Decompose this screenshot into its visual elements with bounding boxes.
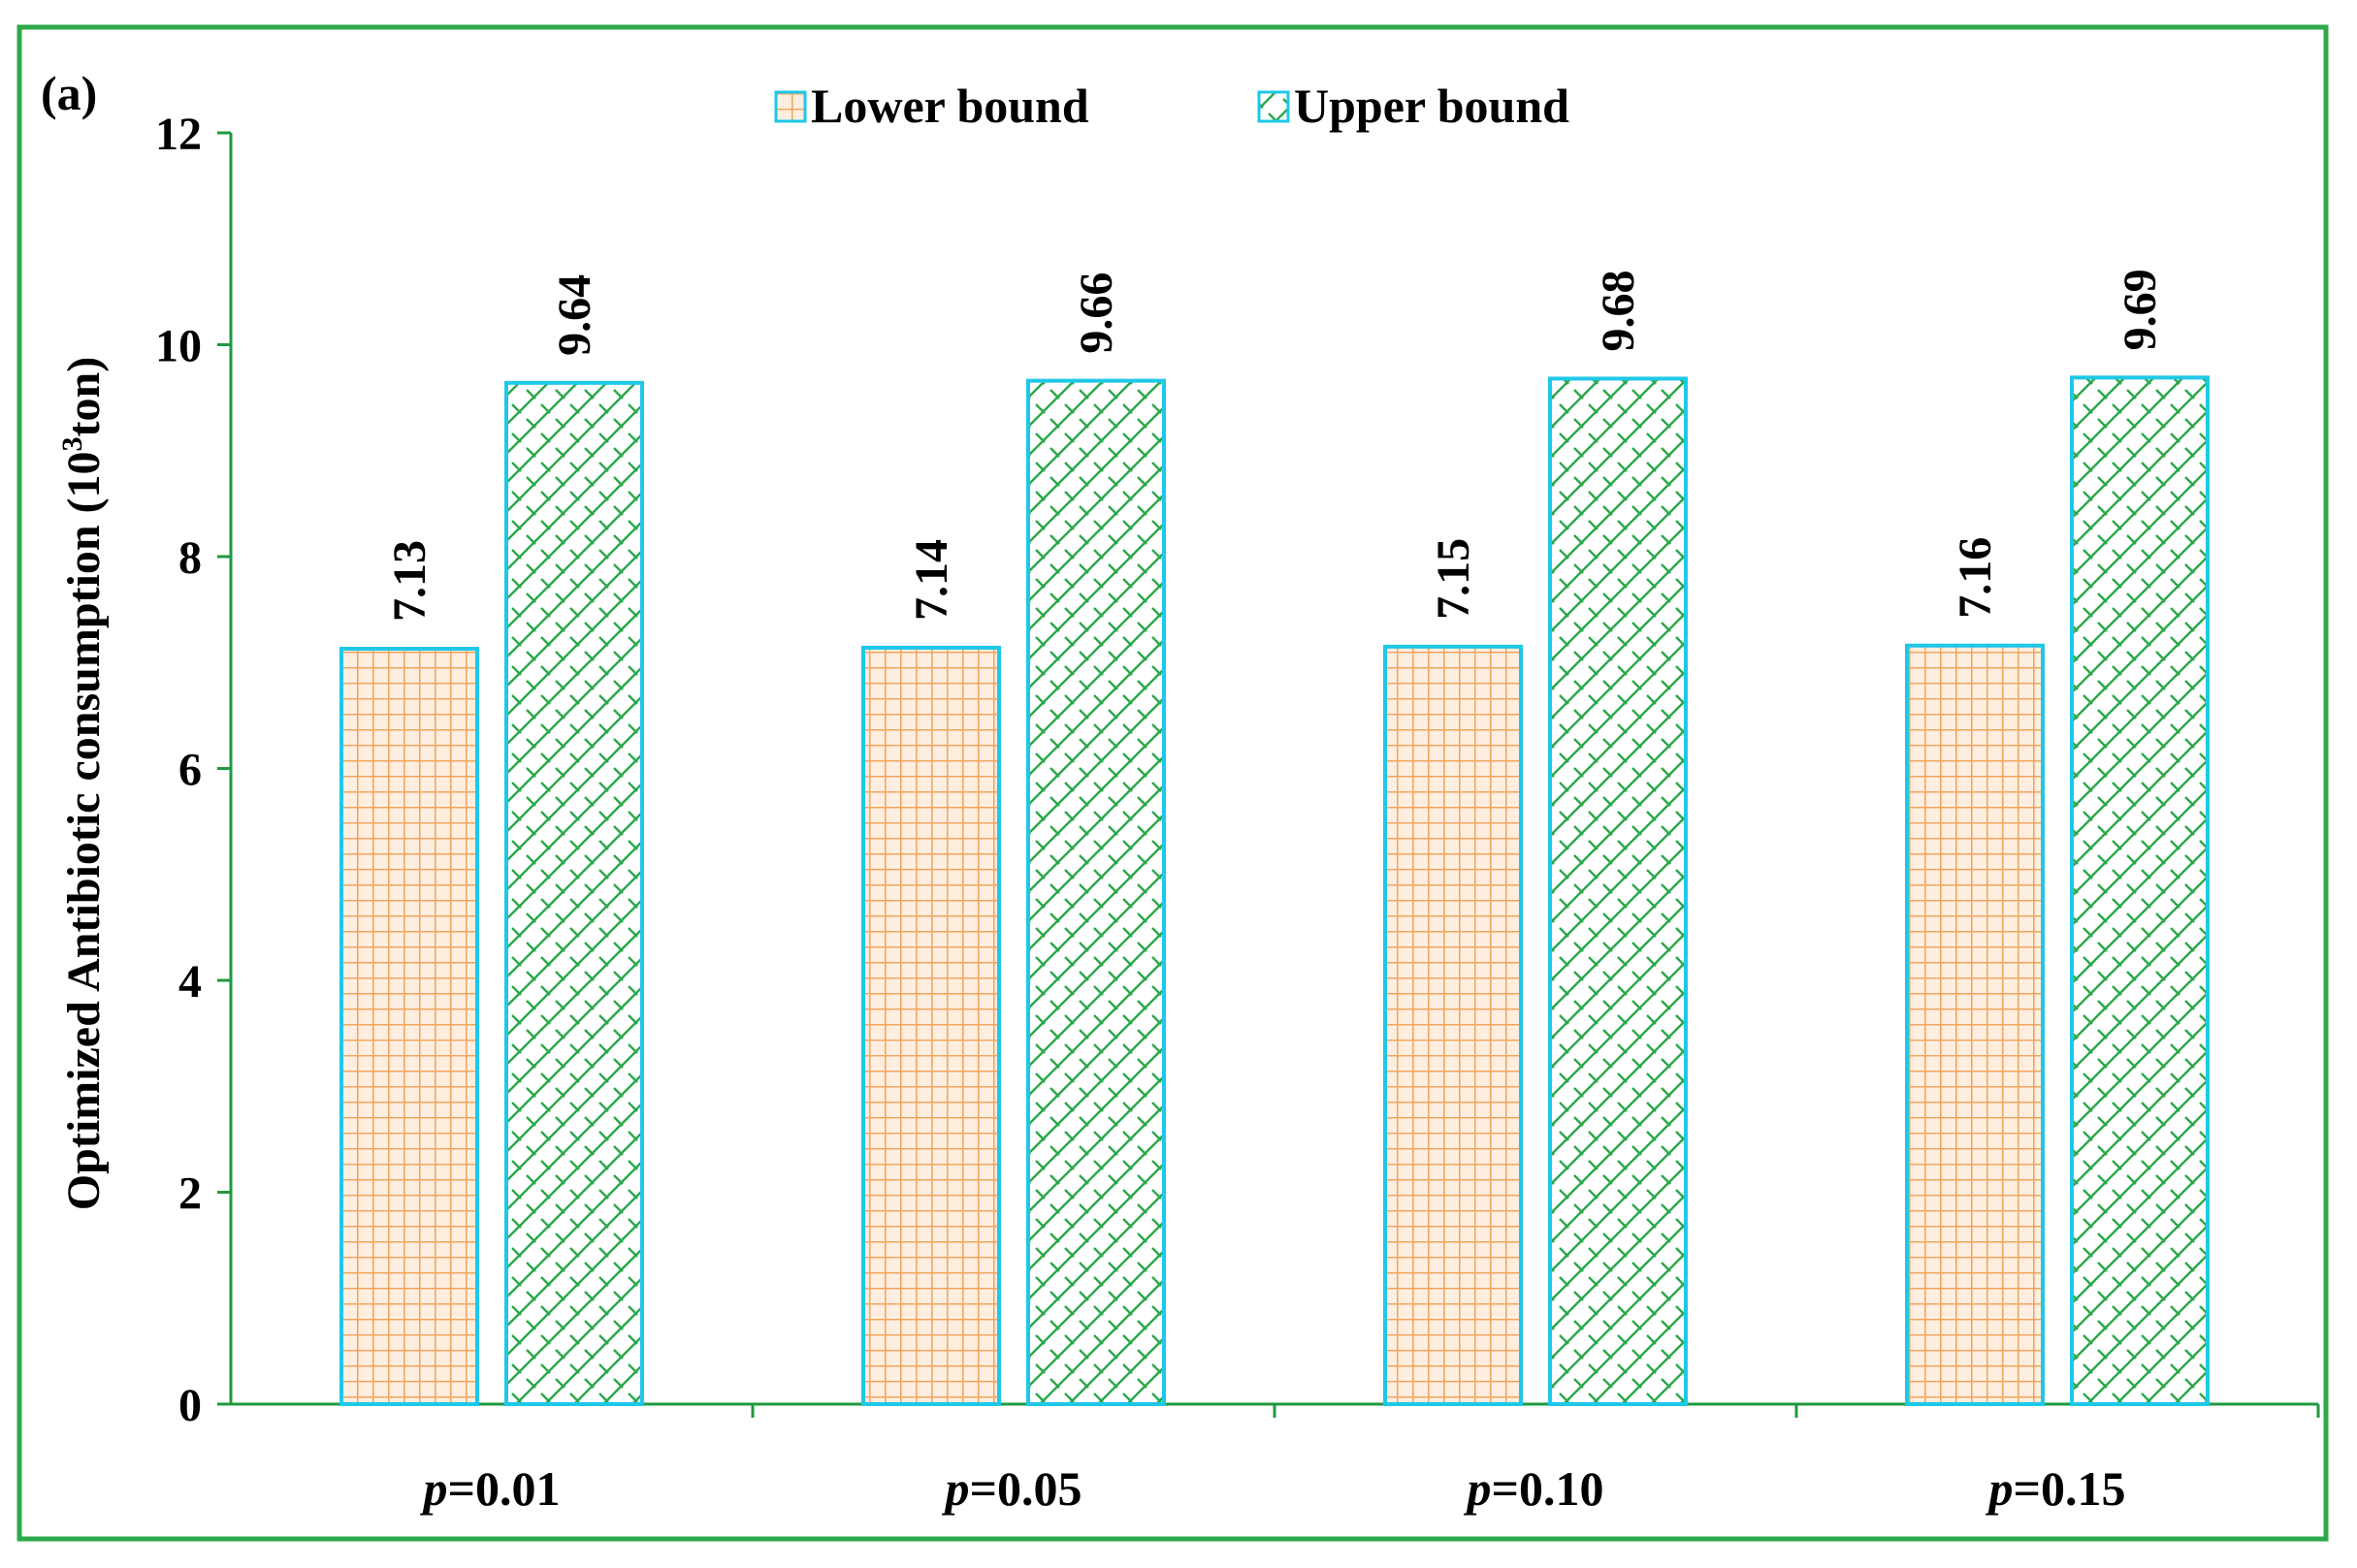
data-label-upper: 9.66 [1071, 272, 1122, 354]
data-label-lower: 7.15 [1428, 538, 1479, 620]
x-tick-label-value: =0.05 [970, 1461, 1082, 1516]
y-axis-title: Optimized Antibiotic consumption (103ton… [56, 357, 110, 1210]
legend-item-upper: Upper bound [1257, 79, 1569, 133]
panel-label: (a) [41, 66, 97, 120]
data-label-upper: 9.68 [1593, 270, 1644, 351]
x-tick-label: p=0.05 [942, 1461, 1082, 1516]
figure-border [16, 24, 2329, 1542]
x-tick-label-var: p [420, 1461, 448, 1516]
bar-lower [339, 647, 479, 1406]
bar-upper [1548, 376, 1688, 1407]
bar-lower [861, 645, 1001, 1406]
x-tick-label: p=0.01 [420, 1461, 561, 1516]
bars [339, 375, 2210, 1407]
data-label-lower: 7.13 [384, 540, 436, 622]
x-tick-label-var: p [1464, 1461, 1492, 1516]
legend: Lower bound Upper bound [774, 79, 1569, 133]
y-axis-title-sup: 3 [56, 436, 88, 451]
x-tick-label-value: =0.15 [2014, 1461, 2126, 1516]
legend-item-lower: Lower bound [774, 79, 1089, 133]
x-tick-label: p=0.10 [1464, 1461, 1604, 1516]
data-label-lower: 7.14 [906, 539, 957, 621]
data-label-upper: 9.69 [2115, 269, 2166, 350]
bar-lower [1383, 644, 1523, 1406]
y-axis-title-unit: ton) [58, 357, 110, 437]
data-label-upper: 9.64 [549, 274, 600, 356]
y-tick-label: 6 [178, 745, 202, 796]
legend-label-lower: Lower bound [811, 79, 1089, 133]
bar-upper [2070, 375, 2210, 1406]
x-tick-label-var: p [942, 1461, 970, 1516]
x-tick-label-var: p [1986, 1461, 2014, 1516]
x-tick-label: p=0.15 [1986, 1461, 2126, 1516]
y-tick-label: 0 [178, 1380, 202, 1431]
data-label-lower: 7.16 [1950, 537, 2001, 619]
y-tick-label: 2 [178, 1168, 202, 1220]
y-tick-label: 10 [155, 321, 202, 372]
x-tick-label-value: =0.10 [1492, 1461, 1604, 1516]
data-labels: 7.13 9.64 7.14 9.66 7.15 9.68 7.16 9.69 [384, 269, 2166, 622]
y-tick-label: 12 [155, 109, 202, 160]
bar-lower [1905, 643, 2045, 1406]
x-tick-label-value: =0.01 [448, 1461, 561, 1516]
y-axis-title-main: Optimized Antibiotic consumption (10 [58, 451, 110, 1210]
legend-swatch-upper [1257, 90, 1290, 123]
bar-upper [1026, 378, 1166, 1406]
legend-label-upper: Upper bound [1294, 79, 1569, 133]
y-tick-label: 8 [178, 532, 202, 584]
legend-swatch-lower [774, 90, 807, 123]
y-tick-label: 4 [178, 956, 202, 1008]
bar-upper [504, 380, 644, 1407]
